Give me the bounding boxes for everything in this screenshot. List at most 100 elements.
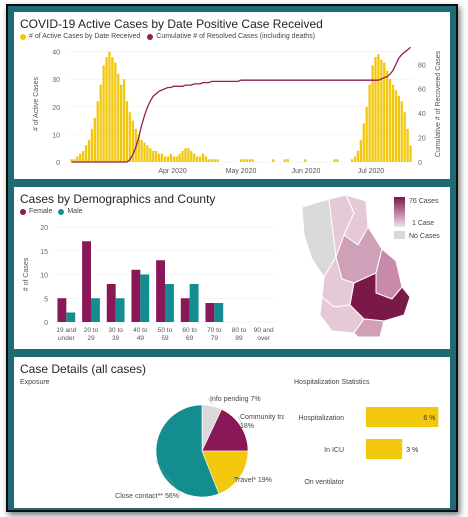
active-case-bar[interactable] <box>365 106 368 162</box>
active-case-bar[interactable] <box>356 150 360 162</box>
male-bar[interactable] <box>66 312 76 323</box>
active-case-bar[interactable] <box>187 148 190 162</box>
active-case-bar[interactable] <box>385 70 389 162</box>
active-case-bar[interactable] <box>216 159 219 162</box>
active-case-bar[interactable] <box>149 148 152 162</box>
active-case-bar[interactable] <box>140 139 143 162</box>
active-case-bar[interactable] <box>201 153 205 162</box>
active-case-bar[interactable] <box>76 156 79 162</box>
active-case-bar[interactable] <box>336 159 339 162</box>
active-case-bar[interactable] <box>105 57 108 162</box>
active-case-bar[interactable] <box>377 54 380 162</box>
active-case-bar[interactable] <box>175 156 178 162</box>
active-case-bar[interactable] <box>374 57 377 162</box>
active-case-bar[interactable] <box>391 84 395 162</box>
active-case-bar[interactable] <box>251 159 254 162</box>
active-case-bar[interactable] <box>210 159 213 162</box>
active-case-bar[interactable] <box>394 90 398 162</box>
female-bar[interactable] <box>156 260 165 322</box>
active-case-bar[interactable] <box>90 128 94 162</box>
active-case-bar[interactable] <box>333 159 336 162</box>
active-case-bar[interactable] <box>400 101 403 162</box>
active-case-bar[interactable] <box>207 159 211 162</box>
active-case-bar[interactable] <box>283 159 287 162</box>
active-case-bar[interactable] <box>403 112 406 162</box>
pie-slice[interactable] <box>201 450 249 495</box>
active-case-bar[interactable] <box>99 84 102 162</box>
active-case-bar[interactable] <box>248 159 251 162</box>
active-case-bar[interactable] <box>111 57 114 162</box>
active-case-bar[interactable] <box>190 150 193 162</box>
active-case-bar[interactable] <box>131 120 135 162</box>
male-bar[interactable] <box>165 284 174 322</box>
active-case-bar[interactable] <box>172 156 175 162</box>
active-case-bar[interactable] <box>96 101 99 162</box>
hospitalization-bar[interactable] <box>366 439 403 459</box>
active-case-bar[interactable] <box>359 139 363 162</box>
male-bar[interactable] <box>189 284 199 322</box>
active-case-bar[interactable] <box>406 128 409 162</box>
active-case-bar[interactable] <box>108 51 111 162</box>
female-bar[interactable] <box>180 298 190 322</box>
active-case-bar[interactable] <box>114 62 117 163</box>
hospitalization-bar[interactable] <box>366 407 439 427</box>
male-bar[interactable] <box>115 298 125 322</box>
active-case-bar[interactable] <box>73 159 76 162</box>
female-bar[interactable] <box>57 298 67 322</box>
female-bar[interactable] <box>131 269 141 322</box>
male-bar[interactable] <box>91 298 100 322</box>
active-case-bar[interactable] <box>213 159 216 162</box>
active-case-bar[interactable] <box>350 159 354 162</box>
active-case-bar[interactable] <box>397 95 401 162</box>
active-case-bar[interactable] <box>137 134 140 162</box>
county-southeast[interactable] <box>353 318 385 338</box>
active-case-bar[interactable] <box>184 148 187 162</box>
active-case-bar[interactable] <box>152 150 155 162</box>
female-bar[interactable] <box>205 303 215 322</box>
pie-slice[interactable] <box>155 404 220 498</box>
active-case-bar[interactable] <box>125 101 129 162</box>
active-case-bar[interactable] <box>371 65 374 162</box>
active-case-bar[interactable] <box>163 156 167 162</box>
active-case-bar[interactable] <box>286 159 289 162</box>
active-case-bar[interactable] <box>160 153 164 162</box>
active-case-bar[interactable] <box>245 159 249 162</box>
active-case-bar[interactable] <box>193 153 196 162</box>
active-case-bar[interactable] <box>87 139 91 162</box>
active-case-bar[interactable] <box>93 117 97 162</box>
active-case-bar[interactable] <box>119 84 123 162</box>
active-case-bar[interactable] <box>117 73 120 162</box>
active-case-bar[interactable] <box>181 150 184 162</box>
active-case-bar[interactable] <box>239 159 243 162</box>
active-case-bar[interactable] <box>128 112 132 162</box>
female-bar[interactable] <box>106 284 116 322</box>
active-case-bar[interactable] <box>409 145 412 162</box>
female-bar[interactable] <box>82 241 91 322</box>
active-case-bar[interactable] <box>353 156 357 162</box>
active-case-bar[interactable] <box>122 79 126 162</box>
active-case-bar[interactable] <box>102 65 105 162</box>
active-case-bar[interactable] <box>79 153 82 162</box>
active-case-bar[interactable] <box>146 145 149 162</box>
active-case-bar[interactable] <box>195 156 199 162</box>
active-case-bar[interactable] <box>368 84 371 162</box>
active-case-bar[interactable] <box>383 62 386 163</box>
active-case-bar[interactable] <box>169 153 173 162</box>
active-case-bar[interactable] <box>304 159 307 162</box>
active-case-bar[interactable] <box>204 156 208 162</box>
active-case-bar[interactable] <box>143 142 146 162</box>
active-case-bar[interactable] <box>271 159 275 162</box>
male-bar[interactable] <box>214 303 224 322</box>
active-case-bar[interactable] <box>380 59 383 162</box>
active-case-bar[interactable] <box>178 153 181 162</box>
active-case-bar[interactable] <box>242 159 246 162</box>
active-case-bar[interactable] <box>157 153 161 162</box>
active-case-bar[interactable] <box>198 156 202 162</box>
active-case-bar[interactable] <box>155 150 158 162</box>
active-case-bar[interactable] <box>362 123 365 162</box>
pie-slice[interactable] <box>201 408 249 452</box>
active-case-bar[interactable] <box>70 159 73 162</box>
active-case-bar[interactable] <box>166 156 170 162</box>
active-case-bar[interactable] <box>388 79 392 162</box>
active-case-bar[interactable] <box>81 150 85 162</box>
